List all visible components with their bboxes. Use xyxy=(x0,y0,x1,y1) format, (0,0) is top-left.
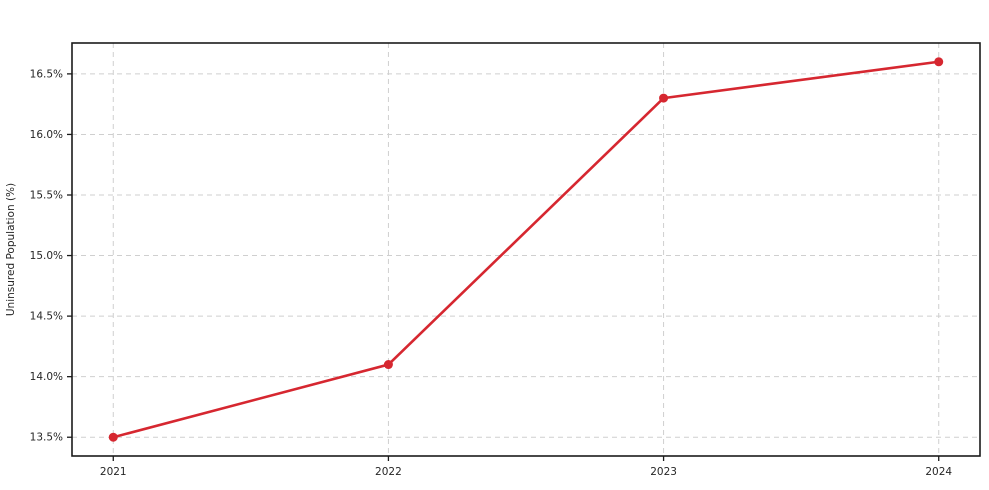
y-tick-label: 13.5% xyxy=(30,432,63,444)
x-tick-label: 2023 xyxy=(650,466,677,478)
y-tick-label: 16.5% xyxy=(30,68,63,80)
y-axis-label: Uninsured Population (%) xyxy=(5,183,17,316)
y-tick-label: 14.5% xyxy=(30,311,63,323)
trend-line xyxy=(111,60,941,439)
x-tick-label: 2024 xyxy=(925,466,952,478)
x-tick-label: 2022 xyxy=(375,466,402,478)
data-point-marker xyxy=(383,360,393,370)
data-point-marker xyxy=(659,93,669,103)
x-tick-label: 2021 xyxy=(100,466,127,478)
y-tick-label: 15.0% xyxy=(30,250,63,262)
y-tick-label: 16.0% xyxy=(30,129,63,141)
data-point-marker xyxy=(934,57,944,67)
y-tick-label: 14.0% xyxy=(30,371,63,383)
plot-border xyxy=(71,42,981,457)
data-point-marker xyxy=(108,432,118,442)
y-tick-label: 15.5% xyxy=(30,189,63,201)
